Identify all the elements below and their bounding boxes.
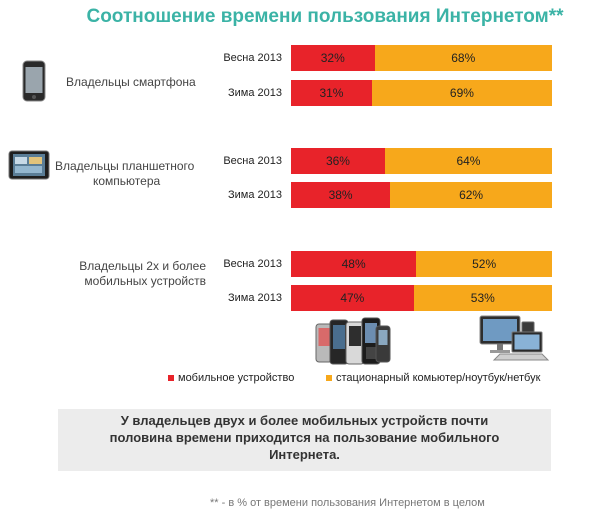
bar-segment-desktop: 52% <box>416 251 552 277</box>
bar-row: 38% 62% <box>291 182 552 208</box>
period-label: Весна 2013 <box>223 52 282 64</box>
mobile-phones-icon <box>315 317 391 365</box>
legend-desktop: стационарный комьютер/ноутбук/нетбук <box>326 372 540 384</box>
legend-label-desktop: стационарный комьютер/ноутбук/нетбук <box>336 372 541 384</box>
summary-line: У владельцев двух и более мобильных устр… <box>120 413 489 428</box>
bar-segment-mobile: 36% <box>291 148 385 174</box>
group-label-multi-device: Владельцы 2х и более мобильных устройств <box>79 259 206 288</box>
bar-segment-desktop: 53% <box>413 285 552 311</box>
bar-row: 48% 52% <box>291 251 552 277</box>
smartphone-icon <box>22 60 46 102</box>
bar-segment-desktop: 69% <box>371 80 552 106</box>
summary-line: половина времени приходится на пользован… <box>109 430 500 445</box>
bar-segment-mobile: 47% <box>291 285 414 311</box>
bar-segment-mobile: 31% <box>291 80 372 106</box>
summary-box: У владельцев двух и более мобильных устр… <box>58 409 551 471</box>
bar-segment-mobile: 48% <box>291 251 417 277</box>
legend-label-mobile: мобильное устройство <box>178 372 295 384</box>
legend-swatch-mobile <box>168 375 174 381</box>
computer-laptop-icon <box>479 315 550 361</box>
tablet-icon <box>8 150 50 180</box>
bar-segment-desktop: 62% <box>390 182 552 208</box>
period-label: Зима 2013 <box>228 189 282 201</box>
period-label: Зима 2013 <box>228 292 282 304</box>
period-label: Весна 2013 <box>223 258 282 270</box>
bar-segment-mobile: 32% <box>291 45 375 71</box>
period-label: Зима 2013 <box>228 87 282 99</box>
summary-line: Интернета. <box>269 447 340 462</box>
bar-row: 47% 53% <box>291 285 552 311</box>
bar-segment-desktop: 68% <box>374 45 552 71</box>
bar-row: 36% 64% <box>291 148 552 174</box>
bar-row: 32% 68% <box>291 45 552 71</box>
group-label-smartphone: Владельцы смартфона <box>66 75 196 89</box>
legend-mobile: мобильное устройство <box>168 372 294 384</box>
bar-row: 31% 69% <box>291 80 552 106</box>
chart-title: Соотношение времени пользования Интернет… <box>86 6 564 27</box>
group-label-tablet: Владельцы планшетного компьютера <box>55 159 195 188</box>
bar-segment-mobile: 38% <box>291 182 391 208</box>
period-label: Весна 2013 <box>223 155 282 167</box>
legend-swatch-desktop <box>326 375 332 381</box>
bar-segment-desktop: 64% <box>384 148 552 174</box>
footnote: ** - в % от времени пользования Интернет… <box>210 497 485 509</box>
